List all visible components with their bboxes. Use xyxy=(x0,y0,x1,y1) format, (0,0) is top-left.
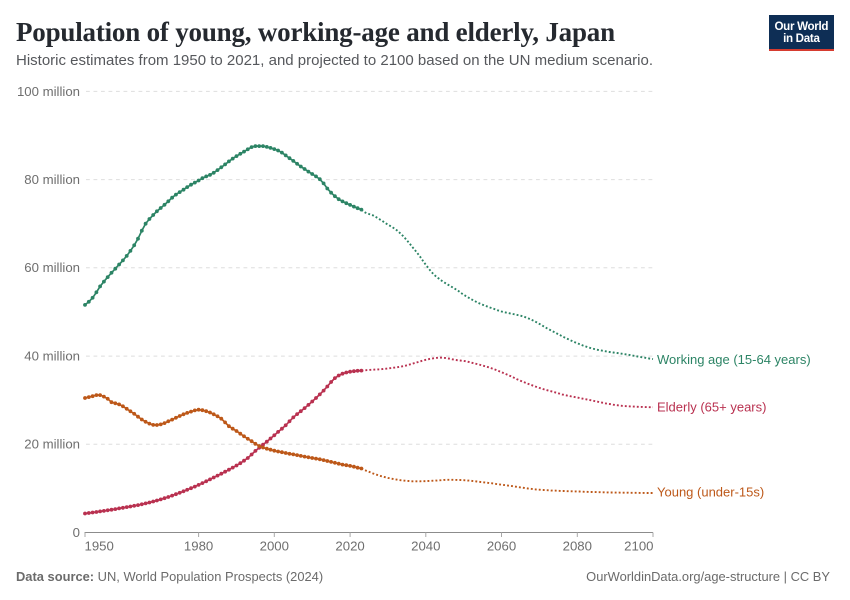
svg-text:1980: 1980 xyxy=(184,538,213,553)
svg-text:80 million: 80 million xyxy=(24,172,80,187)
svg-text:2060: 2060 xyxy=(487,538,516,553)
svg-text:2000: 2000 xyxy=(260,538,289,553)
svg-text:1950: 1950 xyxy=(85,538,114,553)
svg-text:60 million: 60 million xyxy=(24,260,80,275)
svg-text:20 million: 20 million xyxy=(24,437,80,452)
svg-text:Working age (15-64 years): Working age (15-64 years) xyxy=(657,352,811,367)
svg-text:2040: 2040 xyxy=(411,538,440,553)
svg-text:2100: 2100 xyxy=(624,538,653,553)
svg-text:100 million: 100 million xyxy=(17,84,80,99)
svg-text:Elderly (65+ years): Elderly (65+ years) xyxy=(657,399,766,414)
svg-text:40 million: 40 million xyxy=(24,349,80,364)
svg-text:0: 0 xyxy=(73,525,80,540)
svg-text:Young (under-15s): Young (under-15s) xyxy=(657,484,764,499)
svg-text:2020: 2020 xyxy=(335,538,364,553)
svg-text:2080: 2080 xyxy=(563,538,592,553)
